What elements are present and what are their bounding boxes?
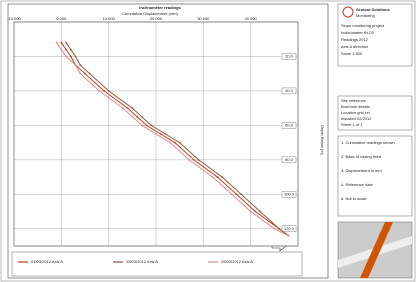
client-line: Location grid ref — [341, 110, 371, 115]
x-tick-label: 20.000 — [150, 16, 163, 21]
series-point — [188, 159, 190, 161]
client-line: Borehole details — [341, 104, 370, 109]
project-line: Inclinometer IN-03 — [341, 30, 374, 35]
series-point — [70, 49, 72, 51]
series-point — [250, 211, 252, 213]
series-point — [165, 133, 167, 135]
series-point — [236, 193, 238, 195]
series-point — [60, 49, 62, 51]
series-point — [288, 235, 290, 237]
series-point — [79, 64, 81, 66]
client-line: Site reference — [341, 98, 367, 103]
series-point — [70, 56, 72, 58]
series-point — [65, 49, 67, 51]
series-point — [79, 73, 81, 75]
series-point — [131, 107, 133, 109]
series-point — [122, 107, 124, 109]
series-point — [141, 116, 143, 118]
series-point — [75, 56, 77, 58]
y-tick-label: 60.0 — [285, 122, 294, 127]
legend-label: 29/03/2012 Axis A — [221, 259, 253, 264]
series-point — [75, 64, 77, 66]
series-point — [141, 124, 143, 126]
series-point — [89, 73, 91, 75]
series-point — [65, 56, 67, 58]
x-tick-label: 10.000 — [103, 16, 116, 21]
x-tick-label: 0.000 — [56, 16, 67, 21]
series-point — [259, 211, 261, 213]
series-point — [231, 193, 233, 195]
note-line: 1. Cumulative readings shown — [341, 140, 395, 145]
series-point — [65, 42, 67, 44]
series-point — [221, 176, 223, 178]
y-tick-label: 100.0 — [284, 191, 295, 196]
note-line: 3. Displacement in mm — [341, 168, 382, 173]
series-point — [56, 42, 58, 44]
series-point — [169, 142, 171, 144]
series-point — [198, 159, 200, 161]
client-line: Sheet 1 of 1 — [341, 122, 363, 127]
series-point — [146, 124, 148, 126]
series-point — [127, 107, 129, 109]
legend-label: 01/03/2012 Axis A — [31, 259, 63, 264]
note-line: 2. Base of casing fixed — [341, 154, 381, 159]
note-line: 5. Not to scale — [341, 196, 367, 201]
y-tick-label: 120.0 — [284, 226, 295, 231]
legend-label: 15/03/2012 Axis A — [126, 259, 158, 264]
chart-title: Inclinometer readings — [139, 5, 181, 10]
y-tick-label: 20.0 — [285, 54, 294, 59]
series-point — [212, 176, 214, 178]
chart: Inclinometer readings Cumulative Displac… — [0, 0, 416, 282]
series-point — [155, 133, 157, 135]
page: {"chart_data": {"type": "line", "title":… — [0, 0, 416, 282]
client-line: Installed 02/2012 — [341, 116, 372, 121]
y-tick-label: 40.0 — [285, 88, 294, 93]
project-line: Scale 1:500 — [341, 51, 363, 56]
series-point — [217, 176, 219, 178]
x-tick-label: 30.000 — [197, 16, 210, 21]
project-line: Axis A direction — [341, 44, 368, 49]
series-point — [160, 133, 162, 135]
x-tick-label: 40.000 — [245, 16, 258, 21]
y-axis-label: Depth Below (m) — [320, 125, 325, 155]
logo-sub: Monitoring — [356, 13, 375, 18]
logo-text: Ground Solutions — [356, 7, 391, 12]
series-point — [98, 90, 100, 92]
series-point — [179, 142, 181, 144]
series-point — [131, 116, 133, 118]
series-point — [278, 228, 280, 230]
series-point — [136, 116, 138, 118]
y-tick-label: 80.0 — [285, 157, 294, 162]
notes-box — [338, 136, 412, 216]
series-point — [84, 73, 86, 75]
series-point — [103, 90, 105, 92]
series-point — [174, 142, 176, 144]
series-point — [255, 211, 257, 213]
x-tick-label: -10.000 — [7, 16, 21, 21]
series-point — [150, 124, 152, 126]
series-point — [273, 228, 275, 230]
series-point — [193, 159, 195, 161]
series-point — [60, 42, 62, 44]
note-line: 4. Reference date — [341, 182, 374, 187]
project-line: Readings 2012 — [341, 37, 369, 42]
project-line: Slope monitoring project — [341, 23, 385, 28]
series-point — [108, 90, 110, 92]
series-point — [240, 193, 242, 195]
